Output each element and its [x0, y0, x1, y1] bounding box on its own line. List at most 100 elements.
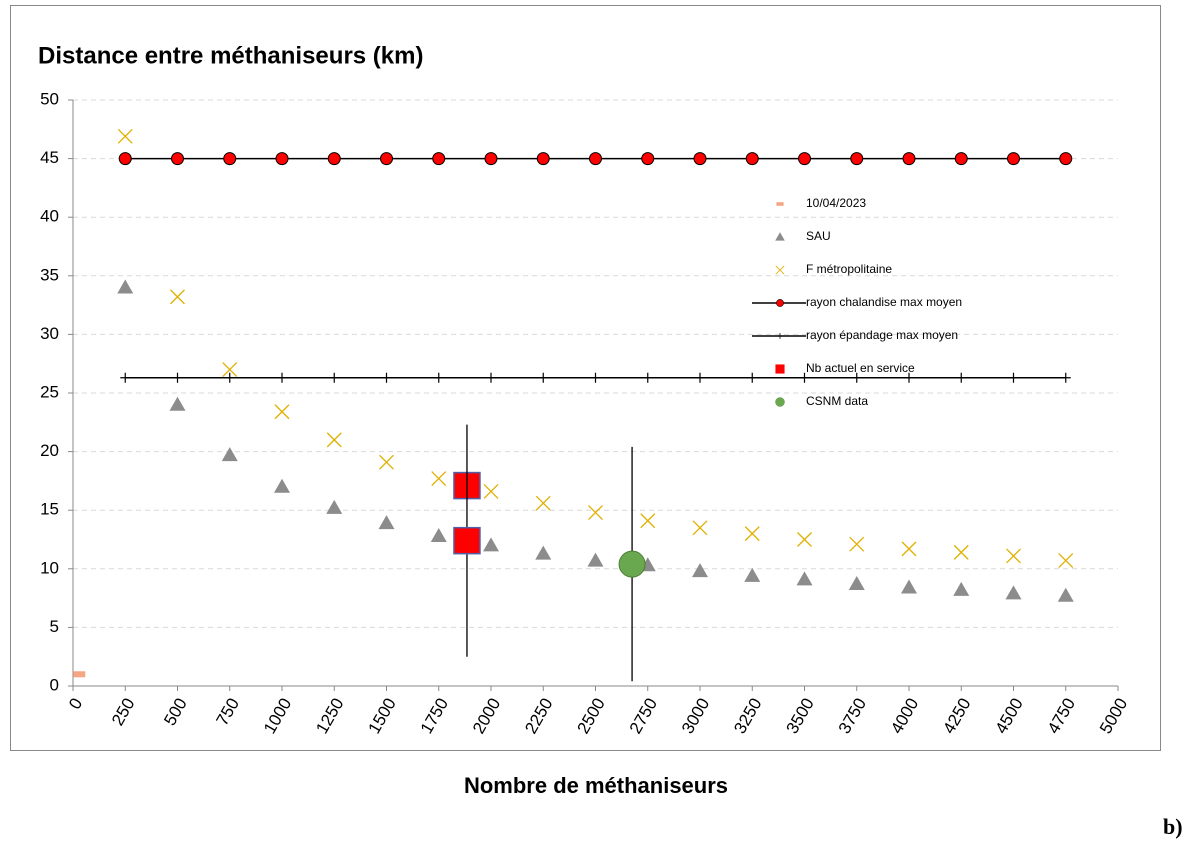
y-tick-label: 50 [40, 89, 59, 108]
y-tick-label: 35 [40, 265, 59, 284]
point [775, 397, 785, 407]
point [641, 152, 655, 166]
y-tick-label: 20 [40, 441, 59, 460]
x-tick-label: 4000 [887, 695, 922, 737]
x-tick-label: 3500 [782, 695, 817, 737]
point [379, 454, 394, 470]
x-tick-label: 1500 [364, 695, 399, 737]
legend-label: CSNM data [806, 394, 868, 408]
triangle-marker [430, 527, 447, 542]
circle-marker [275, 152, 289, 166]
point [120, 372, 131, 383]
plus-marker [538, 372, 549, 383]
triangle-marker [848, 576, 865, 591]
legend-marker [775, 364, 785, 374]
point [589, 152, 602, 166]
x-marker [1058, 553, 1074, 569]
circle-marker [745, 152, 759, 166]
legend-label: 10/04/2023 [806, 196, 866, 210]
circle-marker [693, 152, 707, 166]
plus-marker [172, 372, 183, 383]
point [224, 372, 235, 383]
point [799, 372, 810, 383]
legend-marker [776, 332, 784, 340]
x-tick-label: 5000 [1096, 695, 1131, 737]
point [221, 447, 238, 462]
point [1006, 548, 1021, 564]
circle-marker [775, 397, 785, 407]
point [275, 152, 289, 166]
x-tick-label: 3250 [730, 695, 765, 737]
point [172, 372, 183, 383]
x-marker [588, 505, 603, 521]
x-tick-label: 250 [108, 695, 139, 729]
circle-marker [589, 152, 602, 166]
point [775, 265, 785, 275]
point [327, 152, 341, 166]
dash-marker [776, 202, 784, 206]
y-tick-label: 5 [50, 617, 59, 636]
x-marker [170, 289, 185, 305]
plus-marker [1008, 372, 1019, 383]
point [1008, 372, 1019, 383]
point [1005, 585, 1022, 600]
circle-marker [776, 299, 784, 307]
point [744, 567, 761, 582]
chart-border [10, 5, 1161, 751]
circle-marker [484, 152, 498, 166]
y-tick-label: 0 [50, 675, 59, 694]
point [432, 152, 446, 166]
point [170, 289, 185, 305]
circle-marker [536, 152, 550, 166]
point [535, 495, 551, 511]
point [798, 152, 811, 166]
x-marker [117, 128, 133, 144]
point [693, 152, 707, 166]
triangle-marker [483, 537, 499, 552]
point [587, 552, 604, 567]
point [483, 537, 499, 552]
point [901, 541, 917, 557]
legend-marker [775, 397, 785, 407]
point [378, 515, 395, 530]
circle-marker [1007, 152, 1020, 166]
y-tick-label: 45 [40, 148, 59, 167]
dash-marker [73, 671, 86, 678]
x-marker [483, 483, 499, 499]
triangle-marker [692, 563, 708, 578]
triangle-marker [169, 396, 186, 411]
x-tick-label: 750 [212, 695, 243, 729]
point [775, 232, 785, 241]
point [431, 471, 447, 487]
triangle-marker [1005, 585, 1022, 600]
x-marker [1006, 548, 1021, 564]
point [483, 483, 499, 499]
circle-marker [380, 152, 393, 166]
plus-marker [433, 372, 444, 383]
legend-label: Nb actuel en service [806, 361, 915, 375]
point [590, 372, 601, 383]
y-tick-label: 25 [40, 382, 59, 401]
plus-marker [776, 332, 784, 340]
plus-marker [956, 372, 967, 383]
legend-label: rayon chalandise max moyen [806, 295, 962, 309]
x-marker [274, 404, 290, 420]
point [329, 372, 340, 383]
legend-label: SAU [806, 229, 831, 243]
plus-marker [329, 372, 340, 383]
point [430, 527, 447, 542]
point [169, 396, 186, 411]
x-tick-label: 3750 [835, 695, 870, 737]
triangle-marker [274, 478, 290, 493]
point [744, 526, 760, 542]
point [486, 372, 496, 383]
point [904, 372, 914, 383]
point [954, 152, 968, 166]
point [848, 576, 865, 591]
plus-marker [224, 372, 235, 383]
x-tick-label: 1250 [312, 695, 347, 737]
circle-marker [618, 550, 646, 578]
circle-marker [954, 152, 968, 166]
triangle-marker [796, 571, 813, 586]
